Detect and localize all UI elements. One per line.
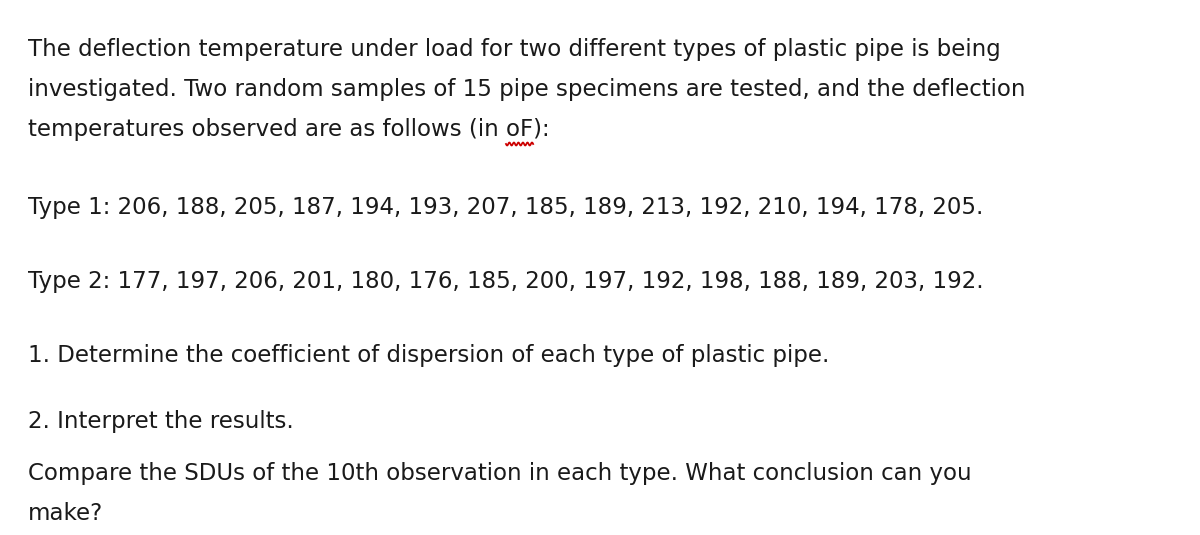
Text: temperatures observed are as follows (in oF):: temperatures observed are as follows (in… [28,118,550,141]
Text: The deflection temperature under load for two different types of plastic pipe is: The deflection temperature under load fo… [28,38,1001,61]
Text: make?: make? [28,502,103,525]
Text: 1. Determine the coefficient of dispersion of each type of plastic pipe.: 1. Determine the coefficient of dispersi… [28,344,829,367]
Text: Type 2: 177, 197, 206, 201, 180, 176, 185, 200, 197, 192, 198, 188, 189, 203, 19: Type 2: 177, 197, 206, 201, 180, 176, 18… [28,270,984,293]
Text: Compare the SDUs of the 10th observation in each type. What conclusion can you: Compare the SDUs of the 10th observation… [28,462,972,485]
Text: Type 1: 206, 188, 205, 187, 194, 193, 207, 185, 189, 213, 192, 210, 194, 178, 20: Type 1: 206, 188, 205, 187, 194, 193, 20… [28,196,983,219]
Text: 2. Interpret the results.: 2. Interpret the results. [28,410,294,433]
Text: investigated. Two random samples of 15 pipe specimens are tested, and the deflec: investigated. Two random samples of 15 p… [28,78,1026,101]
